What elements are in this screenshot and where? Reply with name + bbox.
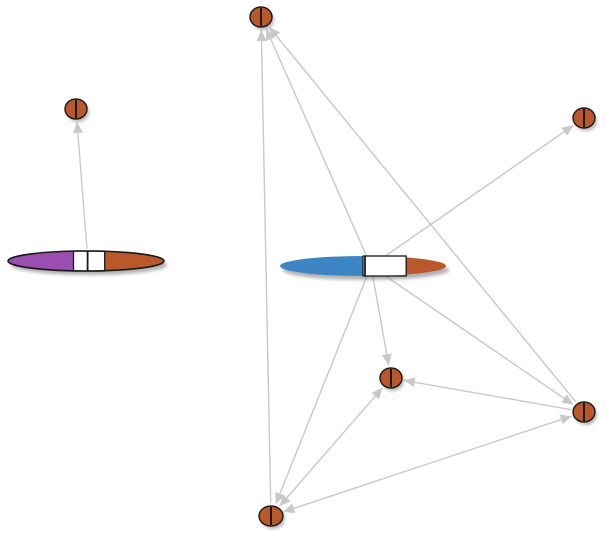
node-n-center-hub [280, 255, 449, 280]
arrowhead-end [371, 387, 383, 400]
edge-line [278, 387, 384, 507]
segment-white [363, 256, 407, 276]
arrowhead-end [269, 27, 281, 39]
edge-line [260, 29, 272, 504]
edge-line [265, 28, 372, 267]
edge-line [283, 415, 572, 513]
node-n-right-upper [572, 107, 597, 131]
node-n-center-lower [379, 367, 404, 391]
edge-line [370, 265, 390, 366]
edge-n-center-hub-to-n-center-lower [370, 265, 392, 366]
edge-n-left-hub-to-n-left-upper [72, 121, 88, 250]
edge-line [403, 379, 572, 411]
edge-line [370, 265, 574, 406]
segment-blue [280, 256, 364, 276]
node-n-bottom [258, 505, 285, 529]
segment-box [362, 255, 407, 277]
edge-n-bottom-to-n-top-center [256, 29, 272, 504]
arrowhead-end [561, 394, 574, 405]
node-n-left-hub [7, 250, 167, 275]
segment-white [73, 251, 106, 271]
edge-n-center-hub-to-n-right-upper [370, 124, 574, 267]
arrowhead-end [561, 125, 574, 136]
arrowhead-end [403, 377, 416, 388]
arrowhead-end [275, 491, 285, 504]
arrowhead-end [256, 30, 267, 42]
edge-n-bottom-to-n-center-lower [278, 387, 384, 507]
edges-group [72, 26, 577, 514]
edge-n-center-hub-to-n-right-lower [370, 265, 574, 406]
node-segments [8, 251, 164, 271]
edge-n-right-lower-to-n-center-lower [403, 377, 572, 411]
node-outline [7, 250, 165, 272]
arrowhead-start [283, 503, 296, 514]
edge-line [76, 121, 88, 250]
node-n-left-upper [64, 98, 89, 122]
node-n-top-center [249, 6, 274, 30]
edge-line [370, 124, 574, 267]
edge-line [268, 26, 577, 403]
edge-line [275, 265, 372, 505]
segment-orange [104, 251, 164, 271]
arrowhead-end [266, 28, 276, 41]
edge-n-center-hub-to-n-bottom [275, 265, 372, 505]
node-n-right-lower [572, 401, 597, 425]
arrowhead-start [279, 494, 291, 507]
edge-n-bottom-to-n-right-lower [283, 414, 572, 514]
edge-n-right-lower-to-n-top-center [268, 26, 577, 403]
arrowhead-end [559, 414, 572, 425]
arrowhead-end [72, 122, 83, 134]
nodes-group [7, 6, 597, 529]
segment-purple [8, 251, 74, 271]
arrowhead-end [381, 353, 392, 366]
edge-n-center-hub-to-n-top-center [265, 28, 372, 267]
